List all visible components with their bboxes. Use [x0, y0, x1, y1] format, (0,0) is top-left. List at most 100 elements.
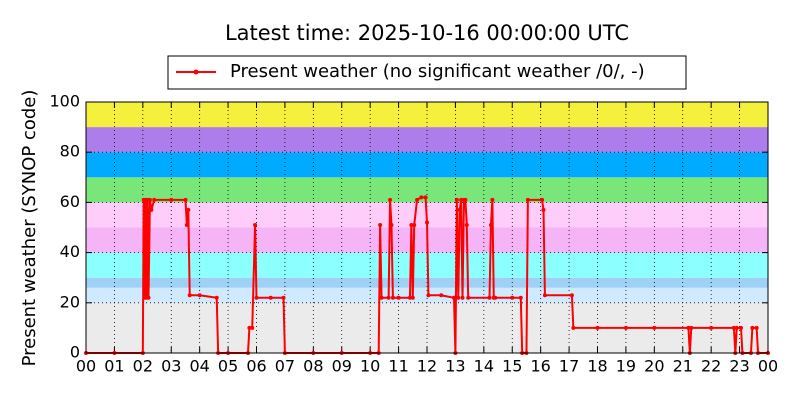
chart-title: Latest time: 2025-10-16 00:00:00 UTC	[225, 21, 629, 45]
x-tick-label: 01	[104, 357, 124, 376]
data-point	[183, 197, 188, 202]
data-point	[379, 295, 384, 300]
x-tick-label: 09	[332, 357, 352, 376]
x-tick-label: 02	[133, 357, 153, 376]
data-point	[410, 295, 415, 300]
data-point	[525, 197, 530, 202]
y-axis-label: Present weather (SYNOP code)	[19, 90, 40, 367]
data-point	[709, 325, 714, 330]
legend-box	[167, 55, 687, 90]
x-tick-label: 16	[530, 357, 550, 376]
data-point	[423, 195, 428, 200]
data-point	[487, 295, 492, 300]
data-point	[731, 325, 736, 330]
legend: Present weather (no significant weather …	[167, 55, 687, 90]
x-tick-label: 21	[673, 357, 693, 376]
data-point	[254, 295, 259, 300]
data-point	[686, 325, 691, 330]
data-point	[457, 207, 462, 212]
x-tick-label: 19	[616, 357, 636, 376]
data-point	[214, 295, 219, 300]
data-point	[152, 197, 157, 202]
x-tick-label: 05	[218, 357, 238, 376]
x-tick-label: 17	[559, 357, 579, 376]
data-point	[750, 325, 755, 330]
data-point	[186, 207, 191, 212]
x-tick-label: 10	[360, 357, 380, 376]
data-point	[451, 295, 456, 300]
data-point	[689, 325, 694, 330]
plot-area: 00 01 02 03 04 05 06 07 08 09 10 11 12 13 14 15 16 17 18 19…	[49, 92, 778, 376]
x-tick-label: 00	[76, 357, 96, 376]
data-point	[386, 295, 391, 300]
data-point	[569, 293, 574, 298]
legend-label: Present weather (no significant weather …	[230, 61, 645, 82]
data-point	[149, 207, 154, 212]
data-point	[623, 325, 628, 330]
data-point	[541, 207, 546, 212]
data-point	[466, 295, 471, 300]
data-point	[739, 325, 744, 330]
data-point	[754, 325, 759, 330]
data-point	[571, 325, 576, 330]
data-point	[518, 295, 523, 300]
data-point	[407, 295, 412, 300]
data-point	[268, 295, 273, 300]
data-point	[652, 325, 657, 330]
y-tick-label: 60	[60, 192, 80, 211]
data-point	[378, 222, 383, 227]
band	[86, 152, 768, 178]
data-point	[389, 222, 394, 227]
plot-frame	[85, 101, 769, 354]
data-point	[388, 197, 393, 202]
data-point	[459, 197, 464, 202]
x-tick-label: 12	[417, 357, 437, 376]
data-point	[146, 295, 151, 300]
x-tick-label: 08	[303, 357, 323, 376]
data-point	[247, 325, 252, 330]
data-point	[510, 295, 515, 300]
x-tick-label: 07	[275, 357, 295, 376]
y-tick-label: 20	[60, 292, 80, 311]
y-tick-label: 80	[60, 142, 80, 161]
x-tick-label: 14	[474, 357, 494, 376]
data-point	[426, 293, 431, 298]
data-point	[409, 222, 414, 227]
data-point	[542, 293, 547, 298]
data-point	[250, 325, 255, 330]
data-point	[169, 197, 174, 202]
data-point	[396, 295, 401, 300]
data-point	[540, 197, 545, 202]
x-tick-label: 11	[388, 357, 408, 376]
data-point	[197, 293, 202, 298]
data-point	[460, 295, 465, 300]
x-tick-label: 13	[445, 357, 465, 376]
x-tick-label: 22	[701, 357, 721, 376]
y-tick-label: 40	[60, 242, 80, 261]
data-point	[147, 197, 152, 202]
x-tick-label: 03	[161, 357, 181, 376]
data-point	[281, 295, 286, 300]
band	[86, 127, 768, 153]
data-point	[488, 222, 493, 227]
data-point	[456, 295, 461, 300]
y-tick-label: 100	[49, 92, 80, 111]
data-point	[412, 222, 417, 227]
data-point	[454, 197, 459, 202]
x-tick-label: 18	[587, 357, 607, 376]
x-tick-label: 15	[502, 357, 522, 376]
data-point	[463, 197, 468, 202]
data-point	[493, 295, 498, 300]
data-point	[390, 295, 395, 300]
data-point	[184, 222, 189, 227]
x-tick-label: 20	[644, 357, 664, 376]
data-point	[490, 197, 495, 202]
y-tick-label: 0	[70, 343, 80, 362]
data-point	[425, 220, 429, 225]
data-point	[595, 325, 600, 330]
legend-marker	[193, 69, 199, 75]
x-tick-label: 00	[758, 357, 778, 376]
data-point	[187, 293, 192, 298]
x-tick-label: 06	[246, 357, 266, 376]
